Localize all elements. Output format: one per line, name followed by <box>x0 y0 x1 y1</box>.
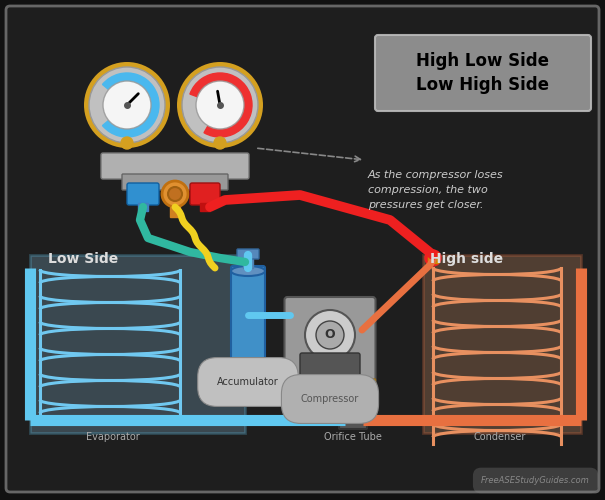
Text: Condenser: Condenser <box>474 432 526 442</box>
Text: Evaporator: Evaporator <box>86 432 140 442</box>
FancyBboxPatch shape <box>284 297 376 388</box>
Circle shape <box>89 67 165 143</box>
Bar <box>200 203 210 211</box>
Bar <box>138 203 148 211</box>
FancyBboxPatch shape <box>101 153 249 179</box>
Circle shape <box>168 187 182 201</box>
FancyBboxPatch shape <box>375 35 591 111</box>
Bar <box>243 254 253 268</box>
Ellipse shape <box>231 266 265 276</box>
Bar <box>30 255 245 433</box>
Circle shape <box>196 81 244 129</box>
Circle shape <box>84 62 170 148</box>
Circle shape <box>425 250 441 266</box>
Bar <box>428 253 438 263</box>
Text: As the compressor loses
compression, the two
pressures get closer.: As the compressor loses compression, the… <box>368 170 503 209</box>
Circle shape <box>162 181 188 207</box>
FancyBboxPatch shape <box>231 266 265 365</box>
Text: O: O <box>325 328 335 342</box>
FancyBboxPatch shape <box>237 249 259 259</box>
FancyBboxPatch shape <box>122 174 228 190</box>
Wedge shape <box>190 73 252 137</box>
FancyBboxPatch shape <box>283 392 378 402</box>
Circle shape <box>305 310 355 360</box>
Text: High side: High side <box>430 252 503 266</box>
FancyBboxPatch shape <box>339 411 367 429</box>
Text: Low Side: Low Side <box>48 252 118 266</box>
Circle shape <box>316 321 344 349</box>
Wedge shape <box>102 73 159 137</box>
Text: Compressor: Compressor <box>301 394 359 404</box>
FancyBboxPatch shape <box>127 183 159 205</box>
FancyBboxPatch shape <box>6 6 599 492</box>
Circle shape <box>121 137 133 149</box>
FancyBboxPatch shape <box>300 353 360 385</box>
Bar <box>170 207 180 217</box>
Bar <box>423 255 581 433</box>
FancyBboxPatch shape <box>190 183 220 205</box>
Circle shape <box>103 81 151 129</box>
Circle shape <box>177 62 263 148</box>
Circle shape <box>214 137 226 149</box>
Text: FreeASEStudyGuides.com: FreeASEStudyGuides.com <box>481 476 590 485</box>
Text: Orifice Tube: Orifice Tube <box>324 432 382 442</box>
Text: High Low Side
Low High Side: High Low Side Low High Side <box>416 52 549 94</box>
Circle shape <box>182 67 258 143</box>
Text: Accumulator: Accumulator <box>217 377 279 387</box>
FancyBboxPatch shape <box>284 379 376 397</box>
